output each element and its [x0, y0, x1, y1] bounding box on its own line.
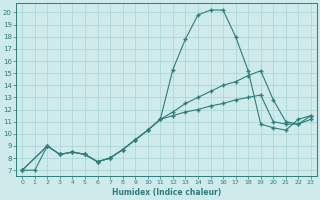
X-axis label: Humidex (Indice chaleur): Humidex (Indice chaleur) — [112, 188, 221, 197]
